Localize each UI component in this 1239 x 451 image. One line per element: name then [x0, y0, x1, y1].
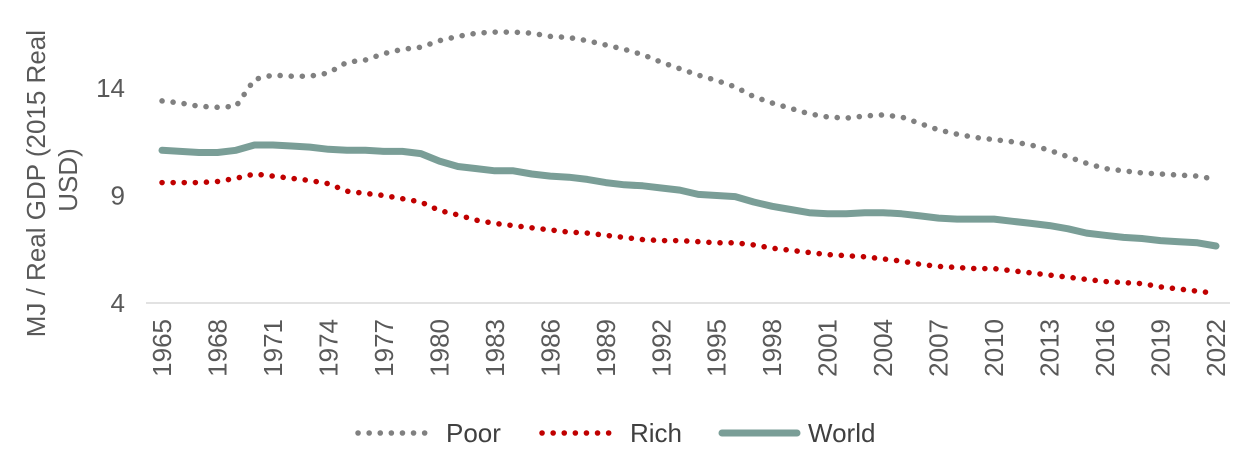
x-tick-label: 2013	[1035, 319, 1065, 377]
x-tick-label: 1998	[757, 319, 787, 377]
legend-label-world: World	[808, 418, 875, 448]
x-tick-label: 1992	[646, 319, 676, 377]
x-tick-label: 1977	[369, 319, 399, 377]
y-tick-label: 4	[111, 288, 125, 318]
x-tick-label: 1980	[424, 319, 454, 377]
x-tick-label: 1974	[313, 319, 343, 377]
x-tick-label: 1983	[480, 319, 510, 377]
y-tick-label: 9	[111, 181, 125, 211]
x-tick-label: 2004	[868, 319, 898, 377]
y-tick-label: 14	[96, 73, 125, 103]
y-axis-ticks: 4 9 14	[96, 73, 125, 318]
x-tick-label: 2007	[924, 319, 954, 377]
x-tick-label: 2022	[1201, 319, 1231, 377]
x-tick-label: 1986	[535, 319, 565, 377]
plot-area	[158, 29, 1220, 297]
legend-item-world: World	[718, 418, 875, 448]
series-line-poor	[159, 29, 1219, 183]
x-tick-label: 2019	[1146, 319, 1176, 377]
y-axis-label-line-1: MJ / Real GDP (2015 Real	[21, 30, 51, 337]
y-axis-label-line-2: USD)	[53, 148, 83, 212]
x-tick-label: 1965	[147, 319, 177, 377]
legend-label-poor: Poor	[446, 418, 501, 448]
legend-label-rich: Rich	[630, 418, 682, 448]
legend-item-rich: Rich	[539, 418, 682, 448]
x-tick-label: 1989	[591, 319, 621, 377]
x-tick-label: 2016	[1090, 319, 1120, 377]
x-tick-label: 2010	[979, 319, 1009, 377]
x-tick-label: 1968	[202, 319, 232, 377]
legend-item-poor: Poor	[355, 418, 501, 448]
legend: Poor Rich World	[355, 418, 875, 448]
x-tick-label: 2001	[813, 319, 843, 377]
x-tick-label: 1995	[702, 319, 732, 377]
series-line-rich	[159, 171, 1219, 297]
series-line-world	[158, 141, 1220, 250]
x-axis-ticks: 1965 1968 1971 1974 1977 1980 1983 1986 1989 1992…	[147, 319, 1231, 377]
x-tick-label: 1971	[258, 319, 288, 377]
y-axis-label: MJ / Real GDP (2015 Real USD)	[21, 23, 83, 338]
